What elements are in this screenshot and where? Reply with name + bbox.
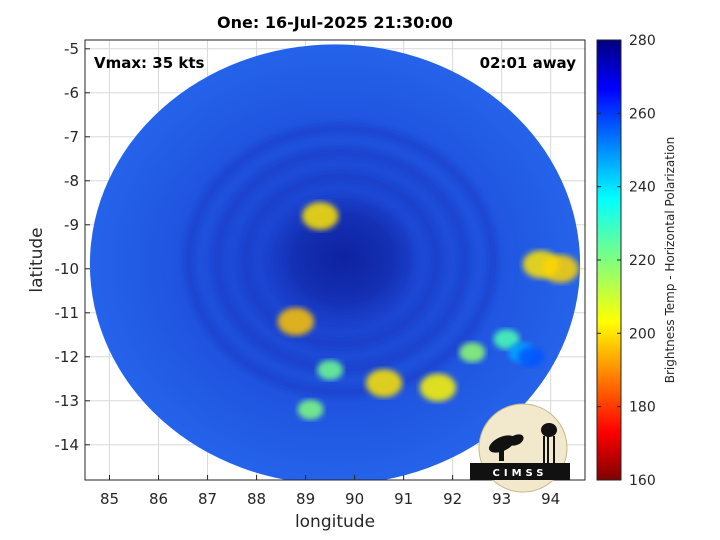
x-tick-label: 93 bbox=[492, 490, 511, 508]
x-tick-label: 90 bbox=[345, 490, 364, 508]
x-axis-ticks: 85 86 87 88 89 90 91 92 93 94 bbox=[100, 475, 560, 508]
convective-cell bbox=[459, 342, 486, 363]
colorbar-label: Brightness Temp - Horizontal Polarizatio… bbox=[663, 137, 677, 384]
y-axis-label: latitude bbox=[27, 227, 47, 292]
x-tick-label: 92 bbox=[443, 490, 462, 508]
convective-cell bbox=[542, 254, 579, 283]
x-tick-label: 88 bbox=[247, 490, 266, 508]
colorbar-tick-label: 220 bbox=[629, 253, 656, 269]
y-tick-label: -13 bbox=[55, 392, 80, 410]
convective-cell bbox=[277, 307, 314, 336]
colorbar-tick-label: 180 bbox=[629, 400, 656, 416]
x-axis-label: longitude bbox=[295, 512, 375, 532]
logo-text: CIMSS bbox=[493, 468, 548, 479]
water-tower-icon bbox=[541, 423, 557, 463]
x-tick-label: 89 bbox=[296, 490, 315, 508]
convective-cell bbox=[493, 329, 520, 350]
convective-cell bbox=[302, 202, 339, 230]
satellite-dish-icon bbox=[488, 434, 524, 461]
time-away-label: 02:01 away bbox=[480, 54, 577, 72]
convective-cell bbox=[317, 360, 344, 380]
convective-cell bbox=[365, 369, 403, 398]
y-tick-label: -8 bbox=[64, 172, 79, 190]
y-tick-label: -5 bbox=[64, 40, 79, 58]
plot-frame bbox=[84, 39, 586, 481]
y-axis-ticks: -5 -6 -7 -8 -9 -10 -11 -12 -13 -14 bbox=[55, 40, 90, 454]
y-tick-label: -7 bbox=[64, 128, 79, 146]
y-tick-label: -6 bbox=[64, 84, 79, 102]
colorbar-tick-label: 280 bbox=[629, 33, 656, 49]
y-tick-label: -9 bbox=[64, 216, 79, 234]
storm-eye bbox=[271, 196, 415, 321]
colorbar-tick-label: 160 bbox=[629, 473, 656, 489]
y-tick-label: -12 bbox=[55, 348, 80, 366]
x-tick-label: 94 bbox=[541, 490, 560, 508]
convective-features bbox=[277, 202, 579, 420]
rain-band-ring bbox=[184, 123, 498, 398]
vmax-label: Vmax: 35 kts bbox=[94, 54, 204, 72]
x-tick-label: 87 bbox=[198, 490, 217, 508]
x-tick-label: 85 bbox=[100, 490, 119, 508]
logo-banner bbox=[470, 463, 570, 480]
colorbar-ticks: 280 260 240 220 200 180 160 bbox=[597, 33, 656, 489]
y-tick-label: -11 bbox=[55, 304, 80, 322]
rain-band-ring bbox=[240, 171, 442, 350]
colorbar-tick-label: 240 bbox=[629, 180, 656, 196]
y-tick-label: -10 bbox=[55, 260, 80, 278]
convective-cell bbox=[419, 373, 457, 402]
colorbar-tick-label: 200 bbox=[629, 326, 656, 342]
convective-cell bbox=[518, 346, 545, 367]
convective-cell bbox=[297, 399, 324, 420]
cimss-logo: CIMSS bbox=[470, 403, 570, 493]
colorbar-tick-label: 260 bbox=[629, 106, 656, 122]
chart-title: One: 16-Jul-2025 21:30:00 bbox=[217, 13, 453, 32]
x-tick-label: 91 bbox=[394, 490, 413, 508]
x-tick-label: 86 bbox=[149, 490, 168, 508]
y-tick-label: -14 bbox=[55, 436, 80, 454]
